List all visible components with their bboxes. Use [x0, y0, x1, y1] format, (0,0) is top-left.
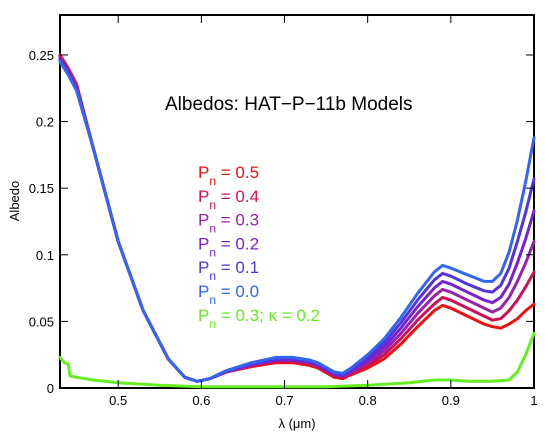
chart-title: Albedos: HAT−P−11b Models [165, 94, 413, 115]
x-tick-label: 0.9 [442, 393, 460, 408]
y-tick-label: 0.15 [29, 181, 54, 196]
series-layer [58, 53, 536, 389]
x-tick-label: 0.8 [359, 393, 377, 408]
y-tick-label: 0.1 [36, 248, 54, 263]
legend-entry-4: Pn = 0.1 [198, 258, 259, 283]
x-tick-label: 0.7 [275, 393, 293, 408]
y-axis-ticks: 0 0.05 0.1 0.15 0.2 0.25 [29, 48, 534, 396]
legend-entry-3: Pn = 0.2 [198, 234, 259, 259]
y-tick-label: 0.05 [29, 314, 54, 329]
legend-entry-2: Pn = 0.3 [198, 211, 259, 236]
y-tick-label: 0.2 [36, 115, 54, 130]
x-axis-ticks: 0.5 0.6 0.7 0.8 0.9 1 [109, 15, 538, 408]
plot-frame [59, 14, 535, 389]
legend-entry-0: Pn = 0.5 [198, 163, 259, 188]
series-line-5 [58, 60, 536, 383]
y-tick-label: 0.25 [29, 48, 54, 63]
series-line-6 [58, 331, 536, 389]
y-axis-label: Albedo [7, 181, 22, 221]
legend-entry-1: Pn = 0.4 [198, 187, 259, 212]
legend-entry-5: Pn = 0.0 [198, 282, 259, 307]
x-axis-label: λ (μm) [278, 416, 315, 431]
x-tick-label: 0.5 [109, 393, 127, 408]
y-tick-label: 0 [47, 381, 54, 396]
legend: Pn = 0.5Pn = 0.4Pn = 0.3Pn = 0.2Pn = 0.1… [198, 163, 320, 331]
x-tick-label: 1 [530, 393, 537, 408]
x-tick-label: 0.6 [192, 393, 210, 408]
legend-entry-6: Pn = 0.3; κ = 0.2 [198, 306, 320, 331]
